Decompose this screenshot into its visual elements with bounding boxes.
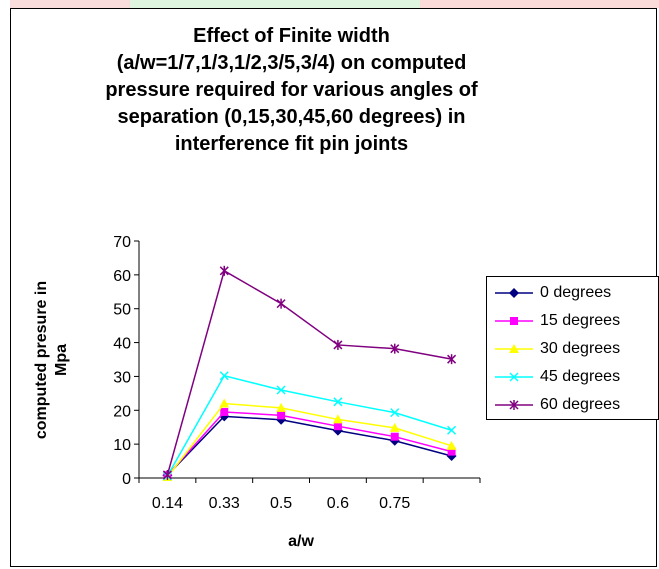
legend-item-30-degrees: 30 degrees: [487, 337, 659, 361]
legend-swatch: [495, 372, 533, 382]
series-line: [166, 402, 452, 478]
chart-title: Effect of Finite width (a/w=1/7,1/3,1/2,…: [0, 23, 583, 158]
data-point: [276, 385, 286, 395]
data-point: [219, 265, 229, 276]
data-point: [390, 432, 399, 441]
legend-item-45-degrees: 45 degrees: [487, 365, 659, 389]
series-line: [166, 374, 452, 477]
chart-title-line-3: pressure required for various angles of: [105, 79, 478, 101]
data-point: [447, 425, 457, 435]
y-tick-label: 20: [113, 403, 131, 420]
legend-marker: [509, 372, 519, 382]
data-point: [333, 422, 342, 431]
legend-item-0-degrees: 0 degrees: [487, 281, 659, 305]
y-axis-label-line-1: computed presure in: [33, 281, 50, 439]
series-line: [166, 411, 452, 476]
y-tick-label: 70: [113, 234, 131, 251]
x-tick-label: 0.5: [270, 495, 292, 512]
x-tick-label: 0.6: [327, 495, 349, 512]
legend-label: 60 degrees: [540, 396, 621, 413]
data-point: [276, 298, 286, 309]
data-point: [277, 411, 286, 420]
data-point: [332, 414, 343, 424]
legend-marker: [510, 317, 518, 325]
data-point: [162, 469, 172, 480]
data-point: [219, 398, 230, 408]
legend-item-60-degrees: 60 degrees: [487, 393, 659, 417]
data-point: [333, 397, 343, 407]
data-point: [389, 422, 400, 432]
chart-legend: 0 degrees 15 degrees 30 degrees 45 degre…: [486, 276, 659, 420]
chart-title-line-2: (a/w=1/7,1/3,1/2,3/5,3/4) on computed: [116, 52, 467, 74]
chart-title-line-1: Effect of Finite width: [193, 25, 390, 47]
series-line: [166, 269, 452, 476]
chart-title-line-5: interference fit pin joints: [174, 133, 409, 155]
chart-title-line-4: separation (0,15,30,45,60 degrees) in: [117, 106, 466, 128]
series-0-degrees: [162, 411, 457, 481]
y-tick-label: 60: [113, 268, 131, 285]
x-tick-label: 0.33: [209, 495, 240, 512]
y-tick-label: 0: [122, 471, 131, 488]
data-point: [333, 339, 343, 350]
data-point: [390, 408, 400, 418]
y-axis-label-line-2: Mpa: [53, 344, 70, 376]
data-point: [220, 407, 229, 416]
data-point: [446, 440, 457, 450]
legend-marker: [509, 400, 519, 410]
legend-marker: [509, 288, 519, 298]
legend-item-15-degrees: 15 degrees: [487, 309, 659, 333]
legend-label: 15 degrees: [540, 312, 621, 329]
legend-label: 30 degrees: [540, 340, 621, 357]
legend-label: 45 degrees: [540, 368, 621, 385]
x-axis-label: a/w: [288, 533, 314, 550]
data-point: [447, 447, 456, 456]
series-line: [166, 415, 452, 476]
data-point: [219, 371, 229, 381]
legend-swatch: [495, 344, 533, 353]
legend-swatch: [495, 288, 533, 298]
x-tick-label: 0.75: [379, 495, 410, 512]
y-tick-label: 40: [113, 336, 131, 353]
y-tick-label: 30: [113, 369, 131, 386]
legend-swatch: [495, 400, 533, 410]
y-tick-label: 10: [113, 437, 131, 454]
legend-marker: [509, 344, 519, 353]
data-point: [390, 343, 400, 354]
legend-label: 0 degrees: [540, 284, 612, 301]
data-point: [276, 402, 287, 412]
x-tick-label: 0.14: [152, 495, 183, 512]
y-tick-label: 50: [113, 302, 131, 319]
series-30-degrees: [162, 398, 457, 481]
data-point: [447, 354, 457, 365]
series-60-degrees: [162, 265, 457, 480]
legend-swatch: [495, 317, 533, 325]
